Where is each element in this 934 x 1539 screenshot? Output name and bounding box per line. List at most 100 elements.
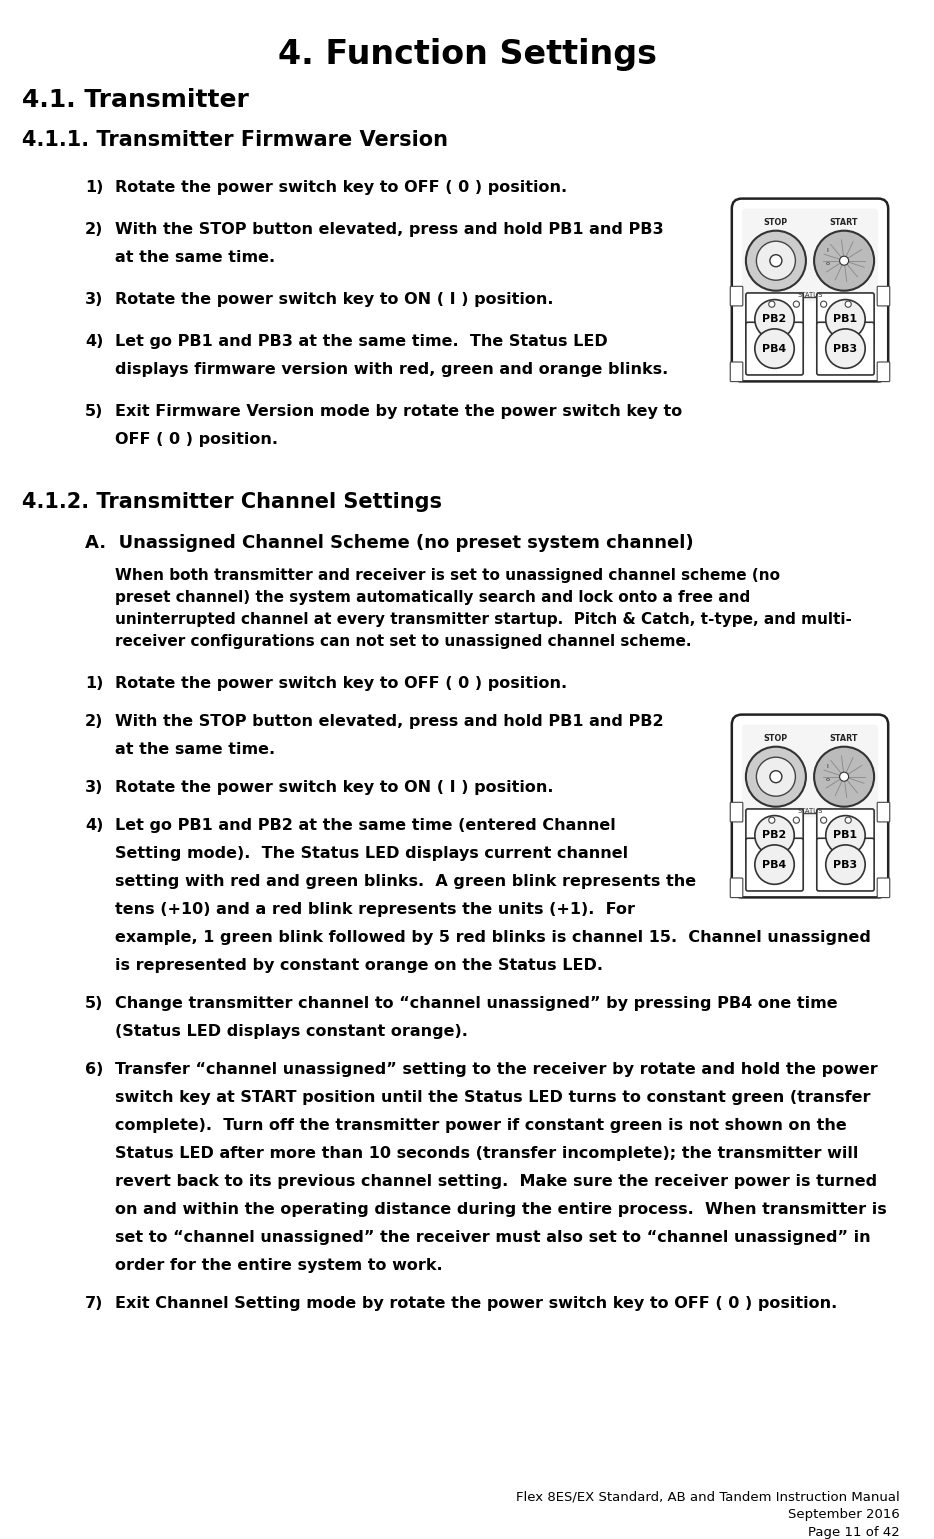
Circle shape [757,242,796,280]
Text: order for the entire system to work.: order for the entire system to work. [115,1257,443,1273]
FancyBboxPatch shape [817,292,874,346]
Text: 2): 2) [85,714,104,729]
Text: Exit Channel Setting mode by rotate the power switch key to OFF ( 0 ) position.: Exit Channel Setting mode by rotate the … [115,1296,837,1311]
Circle shape [757,757,796,796]
Text: STATUS: STATUS [798,808,823,814]
Text: PB1: PB1 [833,314,857,325]
Text: September 2016: September 2016 [788,1508,900,1521]
Circle shape [769,817,775,823]
Text: revert back to its previous channel setting.  Make sure the receiver power is tu: revert back to its previous channel sett… [115,1174,877,1190]
Text: switch key at START position until the Status LED turns to constant green (trans: switch key at START position until the S… [115,1090,870,1105]
Text: Status LED after more than 10 seconds (transfer incomplete); the transmitter wil: Status LED after more than 10 seconds (t… [115,1147,858,1160]
Text: PB2: PB2 [762,831,786,840]
Text: o: o [826,777,829,782]
Circle shape [770,254,782,266]
Circle shape [821,817,827,823]
FancyBboxPatch shape [877,802,890,822]
Text: STOP: STOP [764,734,788,743]
Text: Rotate the power switch key to ON ( I ) position.: Rotate the power switch key to ON ( I ) … [115,780,554,796]
FancyBboxPatch shape [817,810,874,862]
Text: setting with red and green blinks.  A green blink represents the: setting with red and green blinks. A gre… [115,874,696,890]
Text: 1): 1) [85,676,104,691]
FancyBboxPatch shape [877,286,890,306]
Circle shape [769,302,775,308]
Text: Let go PB1 and PB3 at the same time.  The Status LED: Let go PB1 and PB3 at the same time. The… [115,334,608,349]
Text: set to “channel unassigned” the receiver must also set to “channel unassigned” i: set to “channel unassigned” the receiver… [115,1230,870,1245]
Circle shape [845,302,851,308]
Text: STOP: STOP [764,219,788,228]
Text: Change transmitter channel to “channel unassigned” by pressing PB4 one time: Change transmitter channel to “channel u… [115,996,838,1011]
Text: 4.1.1. Transmitter Firmware Version: 4.1.1. Transmitter Firmware Version [22,129,448,149]
Text: at the same time.: at the same time. [115,249,276,265]
Text: o: o [826,262,829,266]
FancyBboxPatch shape [877,362,890,382]
Text: I: I [827,248,828,252]
Text: 5): 5) [85,996,104,1011]
Text: START: START [829,734,858,743]
Text: 4.1. Transmitter: 4.1. Transmitter [22,88,248,112]
Text: Flex 8ES/EX Standard, AB and Tandem Instruction Manual: Flex 8ES/EX Standard, AB and Tandem Inst… [517,1490,900,1504]
Circle shape [826,845,865,885]
Text: tens (+10) and a red blink represents the units (+1).  For: tens (+10) and a red blink represents th… [115,902,635,917]
Text: Rotate the power switch key to OFF ( 0 ) position.: Rotate the power switch key to OFF ( 0 )… [115,180,567,195]
Text: Page 11 of 42: Page 11 of 42 [808,1527,900,1539]
Text: example, 1 green blink followed by 5 red blinks is channel 15.  Channel unassign: example, 1 green blink followed by 5 red… [115,930,870,945]
Circle shape [814,746,874,806]
Text: PB2: PB2 [762,314,786,325]
Text: 2): 2) [85,222,104,237]
Text: 6): 6) [85,1062,104,1077]
Circle shape [746,231,806,291]
Text: receiver configurations can not set to unassigned channel scheme.: receiver configurations can not set to u… [115,634,691,649]
Circle shape [826,329,865,368]
FancyBboxPatch shape [746,839,803,891]
FancyBboxPatch shape [746,810,803,862]
Text: STATUS: STATUS [798,292,823,299]
Text: OFF ( 0 ) position.: OFF ( 0 ) position. [115,432,278,446]
FancyBboxPatch shape [732,199,888,382]
Circle shape [755,329,794,368]
Circle shape [845,817,851,823]
Text: displays firmware version with red, green and orange blinks.: displays firmware version with red, gree… [115,362,668,377]
Text: complete).  Turn off the transmitter power if constant green is not shown on the: complete). Turn off the transmitter powe… [115,1117,847,1133]
Text: PB4: PB4 [762,343,786,354]
FancyBboxPatch shape [742,725,878,817]
Text: 4): 4) [85,334,104,349]
FancyBboxPatch shape [817,322,874,376]
Text: is represented by constant orange on the Status LED.: is represented by constant orange on the… [115,957,603,973]
Circle shape [826,300,865,339]
Text: PB4: PB4 [762,860,786,870]
Circle shape [793,817,800,823]
Text: 4. Function Settings: 4. Function Settings [277,38,657,71]
Text: uninterrupted channel at every transmitter startup.  Pitch & Catch, t-type, and : uninterrupted channel at every transmitt… [115,613,852,626]
FancyBboxPatch shape [730,286,743,306]
Text: Transfer “channel unassigned” setting to the receiver by rotate and hold the pow: Transfer “channel unassigned” setting to… [115,1062,878,1077]
Circle shape [746,746,806,806]
Text: Let go PB1 and PB2 at the same time (entered Channel: Let go PB1 and PB2 at the same time (ent… [115,819,616,833]
Circle shape [755,845,794,885]
FancyBboxPatch shape [732,714,888,897]
Text: (Status LED displays constant orange).: (Status LED displays constant orange). [115,1023,468,1039]
Circle shape [840,255,849,265]
Text: START: START [829,219,858,228]
Circle shape [814,231,874,291]
Text: 1): 1) [85,180,104,195]
FancyBboxPatch shape [817,839,874,891]
Circle shape [821,302,827,308]
Text: I: I [827,763,828,768]
Text: With the STOP button elevated, press and hold PB1 and PB2: With the STOP button elevated, press and… [115,714,664,729]
Text: Setting mode).  The Status LED displays current channel: Setting mode). The Status LED displays c… [115,846,629,860]
Text: 3): 3) [85,292,104,306]
Circle shape [755,300,794,339]
Text: Rotate the power switch key to ON ( I ) position.: Rotate the power switch key to ON ( I ) … [115,292,554,306]
Text: 7): 7) [85,1296,104,1311]
FancyBboxPatch shape [746,322,803,376]
Text: 5): 5) [85,405,104,419]
FancyBboxPatch shape [742,209,878,302]
FancyBboxPatch shape [746,292,803,346]
Text: at the same time.: at the same time. [115,742,276,757]
FancyBboxPatch shape [730,802,743,822]
Text: When both transmitter and receiver is set to unassigned channel scheme (no: When both transmitter and receiver is se… [115,568,780,583]
Text: Exit Firmware Version mode by rotate the power switch key to: Exit Firmware Version mode by rotate the… [115,405,682,419]
Text: 4): 4) [85,819,104,833]
Text: With the STOP button elevated, press and hold PB1 and PB3: With the STOP button elevated, press and… [115,222,664,237]
